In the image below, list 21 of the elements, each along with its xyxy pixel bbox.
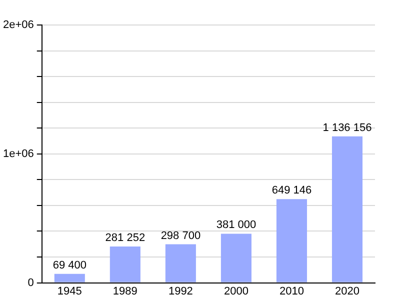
x-tick-label: 1992 [168, 285, 193, 298]
data-label: 298 700 [160, 230, 201, 242]
x-tick-label: 2010 [279, 285, 304, 298]
data-label: 1 136 156 [322, 122, 372, 134]
data-label: 281 252 [105, 232, 146, 244]
y-tick-label: 0 [28, 276, 34, 289]
x-tick-label: 2020 [335, 285, 360, 298]
y-tick-label: 1e+06 [2, 148, 34, 160]
bar [54, 274, 85, 282]
x-tick-label: 1989 [112, 285, 138, 298]
y-tick-label: 2e+06 [2, 19, 34, 32]
data-label: 649 146 [272, 184, 312, 197]
x-tick-label: 2000 [224, 285, 248, 298]
bar [165, 244, 196, 282]
bar [220, 234, 252, 282]
data-label: 69 400 [52, 259, 86, 272]
bar [276, 199, 307, 282]
bar [332, 136, 363, 282]
data-label: 381 000 [216, 219, 256, 232]
x-tick-label: 1945 [57, 285, 82, 298]
bar [110, 246, 140, 282]
